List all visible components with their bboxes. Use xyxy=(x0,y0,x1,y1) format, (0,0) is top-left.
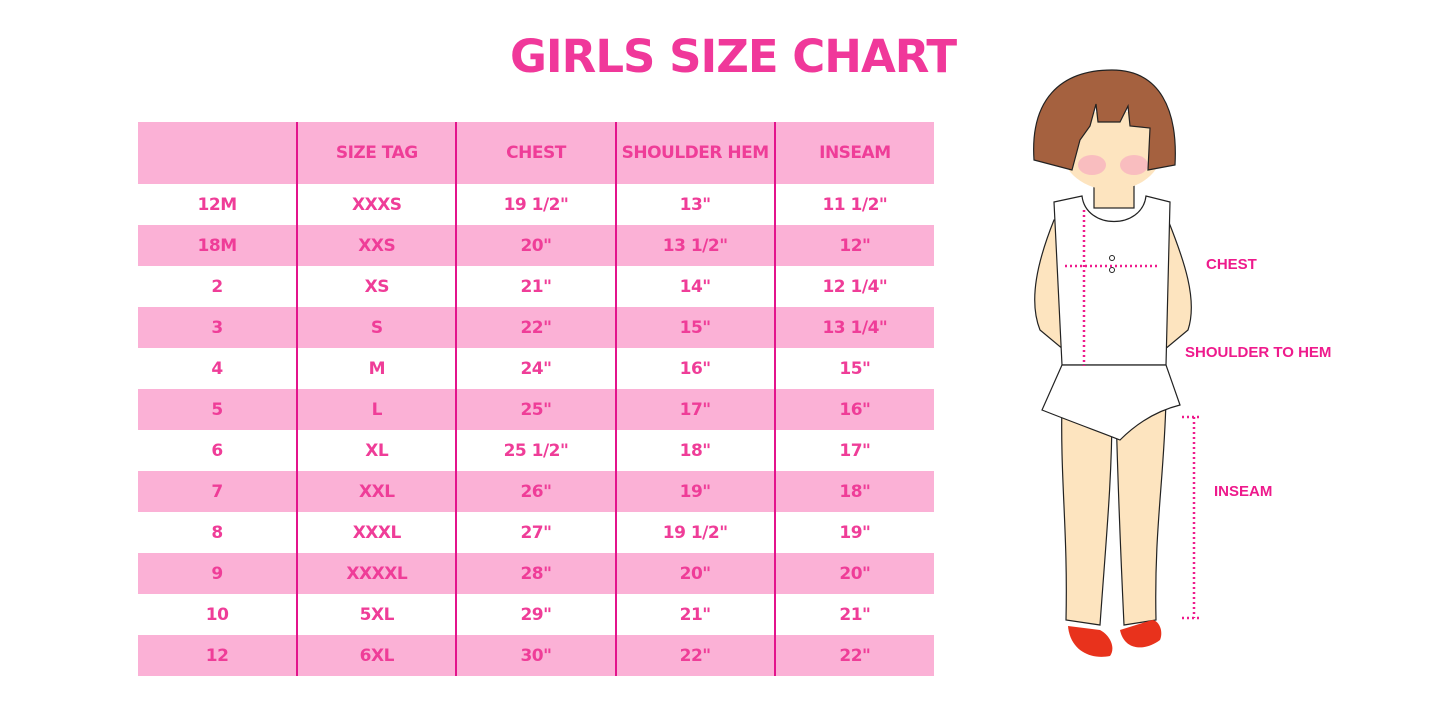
table-cell: XXS xyxy=(296,225,457,266)
table-cell: 12 1/4" xyxy=(773,266,934,307)
column-header: INSEAM xyxy=(773,122,934,184)
column-header: SHOULDER HEM xyxy=(614,122,775,184)
table-cell: 25 1/2" xyxy=(455,430,616,471)
size-table: SIZE TAG CHEST SHOULDER HEM INSEAM 12M XXXS 1… xyxy=(138,122,934,676)
table-cell: 20" xyxy=(773,553,934,594)
table-cell: 19 1/2" xyxy=(455,184,616,225)
table-cell: 19" xyxy=(614,471,775,512)
table-cell: 18" xyxy=(773,471,934,512)
page-title: GIRLS SIZE CHART xyxy=(510,30,957,83)
table-cell: L xyxy=(296,389,457,430)
table-cell: 16" xyxy=(614,348,775,389)
table-cell: 13" xyxy=(614,184,775,225)
girl-measurement-illustration xyxy=(1033,69,1202,657)
table-cell: 13 1/4" xyxy=(773,307,934,348)
table-cell: XXL xyxy=(296,471,457,512)
table-cell: 21" xyxy=(614,594,775,635)
table-row: 18M XXS 20" 13 1/2" 12" xyxy=(138,225,934,266)
table-cell: M xyxy=(296,348,457,389)
table-cell: 16" xyxy=(773,389,934,430)
table-cell: 5XL xyxy=(296,594,457,635)
table-cell: 25" xyxy=(455,389,616,430)
table-cell: 8 xyxy=(211,522,223,543)
table-row: 8 XXXL 27" 19 1/2" 19" xyxy=(138,512,934,553)
table-cell: 9 xyxy=(138,553,298,594)
table-cell: 11 1/2" xyxy=(773,184,934,225)
table-cell: 18M xyxy=(138,225,298,266)
table-cell: 4 xyxy=(211,358,223,379)
table-cell: 22" xyxy=(455,307,616,348)
table-row: 5 L 25" 17" 16" xyxy=(138,389,934,430)
table-cell: S xyxy=(296,307,457,348)
table-cell: 5 xyxy=(138,389,298,430)
table-cell: 7 xyxy=(138,471,298,512)
table-row: 12 6XL 30" 22" 22" xyxy=(138,635,934,676)
chest-label: CHEST xyxy=(1206,256,1257,273)
table-cell: 15" xyxy=(773,348,934,389)
table-cell: 24" xyxy=(455,348,616,389)
table-cell: 21" xyxy=(455,266,616,307)
table-cell: 12" xyxy=(773,225,934,266)
table-cell: 21" xyxy=(773,594,934,635)
table-row: 6 XL 25 1/2" 18" 17" xyxy=(138,430,934,471)
table-cell: 19" xyxy=(773,512,934,553)
table-cell: 20" xyxy=(614,553,775,594)
table-row: 12M XXXS 19 1/2" 13" 11 1/2" xyxy=(138,184,934,225)
table-cell: XXXL xyxy=(296,512,457,553)
table-row: 2 XS 21" 14" 12 1/4" xyxy=(138,266,934,307)
table-cell: 13 1/2" xyxy=(614,225,775,266)
table-cell: 19 1/2" xyxy=(614,512,775,553)
column-header xyxy=(138,122,298,184)
table-cell: 30" xyxy=(455,635,616,676)
table-cell: 10 xyxy=(205,604,229,625)
table-cell: 3 xyxy=(138,307,298,348)
table-header-row: SIZE TAG CHEST SHOULDER HEM INSEAM xyxy=(138,122,934,184)
table-row: 7 XXL 26" 19" 18" xyxy=(138,471,934,512)
table-cell: 2 xyxy=(211,276,223,297)
table-cell: 6 xyxy=(211,440,223,461)
inseam-label: INSEAM xyxy=(1214,483,1273,500)
table-cell: 14" xyxy=(614,266,775,307)
column-header: SIZE TAG xyxy=(296,122,457,184)
table-cell: 18" xyxy=(614,430,775,471)
column-header: CHEST xyxy=(455,122,616,184)
table-cell: 12M xyxy=(197,194,238,215)
table-cell: XXXS xyxy=(296,184,457,225)
table-cell: 27" xyxy=(455,512,616,553)
table-cell: 20" xyxy=(455,225,616,266)
table-cell: 17" xyxy=(614,389,775,430)
table-cell: XS xyxy=(296,266,457,307)
table-cell: XL xyxy=(296,430,457,471)
table-cell: 15" xyxy=(614,307,775,348)
table-row: 10 5XL 29" 21" 21" xyxy=(138,594,934,635)
table-cell: 29" xyxy=(455,594,616,635)
table-cell: 17" xyxy=(773,430,934,471)
table-row: 4 M 24" 16" 15" xyxy=(138,348,934,389)
table-row: 9 XXXXL 28" 20" 20" xyxy=(138,553,934,594)
shoulder-to-hem-label: SHOULDER TO HEM xyxy=(1185,344,1332,361)
table-cell: XXXXL xyxy=(296,553,457,594)
table-cell: 26" xyxy=(455,471,616,512)
table-cell: 28" xyxy=(455,553,616,594)
table-cell: 12 xyxy=(138,635,298,676)
table-cell: 6XL xyxy=(296,635,457,676)
table-row: 3 S 22" 15" 13 1/4" xyxy=(138,307,934,348)
table-cell: 22" xyxy=(614,635,775,676)
table-cell: 22" xyxy=(773,635,934,676)
